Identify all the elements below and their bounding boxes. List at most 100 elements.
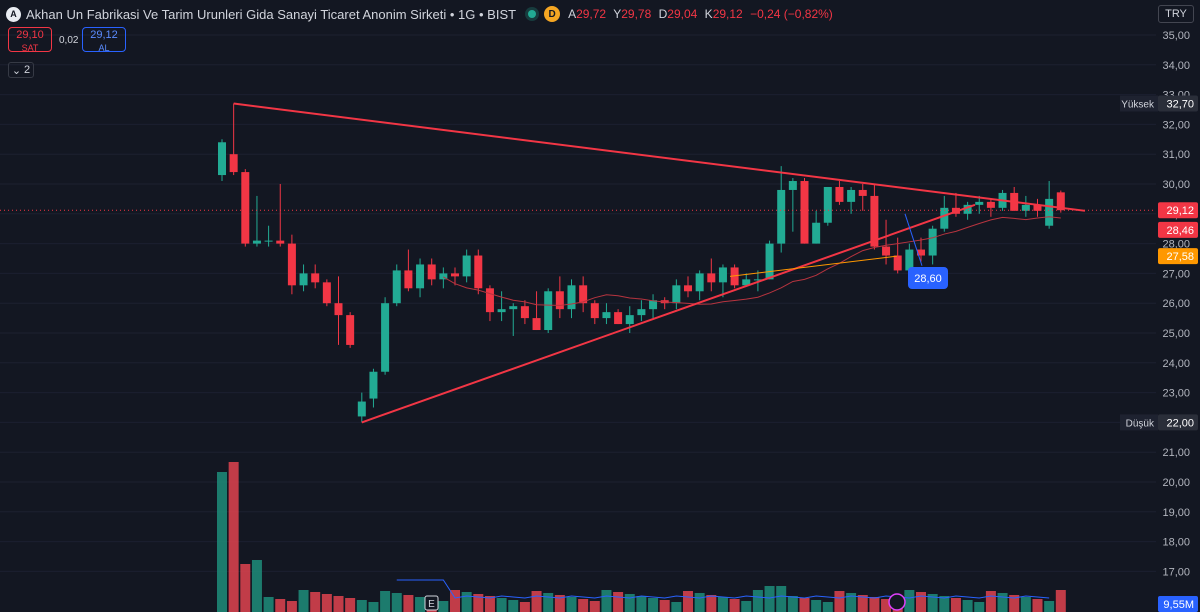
volume-bar — [578, 599, 589, 612]
candle-body — [509, 306, 518, 310]
candle-body — [404, 270, 413, 289]
candle-body — [707, 273, 716, 283]
currency-button[interactable]: TRY — [1158, 5, 1194, 23]
candle-body — [485, 288, 494, 313]
candle-body — [893, 255, 902, 271]
candle-body — [637, 309, 646, 316]
candle-body — [392, 270, 401, 304]
volume-bar — [683, 591, 693, 612]
y-tick-label: 27,00 — [1162, 268, 1190, 280]
candle-body — [322, 282, 331, 304]
svg-text:29,12: 29,12 — [1166, 205, 1194, 217]
volume-bar — [916, 592, 926, 612]
volume-bar — [939, 596, 950, 612]
volume-bar — [554, 595, 565, 612]
candle-body — [462, 255, 471, 277]
chart-grid — [0, 34, 1156, 572]
volume-bar — [811, 600, 822, 612]
volume-bar — [741, 601, 752, 612]
price-change: −0,24 (−0,82%) — [750, 7, 833, 21]
y-tick-label: 25,00 — [1162, 328, 1190, 340]
candle-body — [451, 273, 459, 277]
volume-bar — [403, 595, 414, 612]
candle-body — [718, 267, 727, 283]
lower-trendline — [361, 203, 976, 424]
candle-body — [1056, 192, 1065, 211]
sell-button[interactable]: 29,10 SAT — [8, 27, 52, 53]
symbol-logo-icon: A — [6, 6, 21, 22]
volume-bar — [391, 593, 402, 612]
price-label: 27,58 — [1158, 248, 1198, 265]
volume-bar — [1044, 601, 1055, 612]
volume-bar — [846, 593, 857, 612]
candle-body — [649, 300, 658, 310]
interval-badge[interactable]: D — [544, 6, 561, 22]
candle-body — [986, 201, 995, 208]
candle-body — [544, 291, 553, 331]
volume-bar — [438, 601, 449, 612]
svg-text:28,60: 28,60 — [914, 273, 942, 285]
svg-text:E: E — [428, 599, 435, 610]
candle-body — [695, 273, 704, 292]
buy-button[interactable]: 29,12 AL — [82, 27, 126, 53]
chart-overlays: E 28,60 — [0, 102, 1156, 611]
volume-bar — [601, 590, 612, 612]
volume-bar — [776, 586, 787, 612]
price-label: 28,46 — [1158, 221, 1198, 238]
volume-bar — [717, 597, 728, 612]
volume-bar — [834, 591, 845, 612]
volume-bar — [729, 599, 740, 612]
y-tick-label: 32,00 — [1162, 119, 1190, 131]
candle-body — [940, 207, 949, 229]
svg-text:27,58: 27,58 — [1166, 251, 1194, 263]
volume-bar — [869, 597, 880, 612]
candle-body — [241, 172, 250, 244]
callout-line — [904, 213, 923, 266]
svg-text:22,00: 22,00 — [1166, 417, 1194, 429]
y-tick-label: 23,00 — [1162, 388, 1190, 400]
support-line — [729, 255, 898, 277]
callout-label: 28,60 — [908, 267, 948, 289]
volume-bar — [531, 591, 542, 612]
candle-body — [590, 303, 599, 319]
price-axis[interactable]: 35,0034,0033,0032,0031,0030,0029,0028,00… — [1120, 0, 1200, 612]
volume-bar — [648, 598, 659, 612]
volume-bar — [286, 601, 297, 612]
candle-body — [963, 204, 972, 214]
candle-body — [357, 401, 366, 417]
volume-bar — [962, 600, 973, 612]
symbol-title[interactable]: Akhan Un Fabrikasi Ve Tarim Urunleri Gid… — [26, 6, 517, 22]
candle-body — [858, 189, 867, 196]
price-label: 32,70 Yüksek — [1120, 95, 1198, 112]
indicators-toggle[interactable]: ⌄ 2 — [8, 62, 34, 78]
y-tick-label: 24,00 — [1162, 358, 1190, 370]
volume-bar — [799, 598, 810, 612]
market-status-icon[interactable] — [528, 10, 537, 18]
candle-body — [1021, 204, 1030, 211]
candle-body — [812, 222, 821, 244]
volume-bar — [263, 597, 274, 612]
svg-text:9,55M: 9,55M — [1163, 599, 1194, 611]
volume-bar — [251, 560, 262, 612]
flash-icon — [888, 593, 906, 611]
y-tick-label: 19,00 — [1162, 507, 1190, 519]
candle-body — [252, 240, 261, 244]
candle-body — [672, 285, 681, 304]
price-label: 29,12 — [1158, 202, 1198, 219]
volume-bar — [764, 586, 775, 612]
volume-bar — [1032, 599, 1043, 612]
candle-body — [520, 306, 529, 319]
volume-bar — [298, 590, 309, 612]
candle-body — [439, 273, 448, 280]
volume-bar — [822, 602, 833, 612]
y-tick-label: 35,00 — [1162, 30, 1190, 42]
candle-body — [381, 303, 390, 372]
candle-body — [218, 142, 226, 176]
volume-bar — [1009, 595, 1020, 612]
volume-bar — [671, 602, 682, 612]
volume-bar — [508, 600, 519, 612]
volume-bar — [752, 590, 763, 612]
volume-bar — [368, 602, 379, 612]
candle-body — [765, 243, 774, 280]
